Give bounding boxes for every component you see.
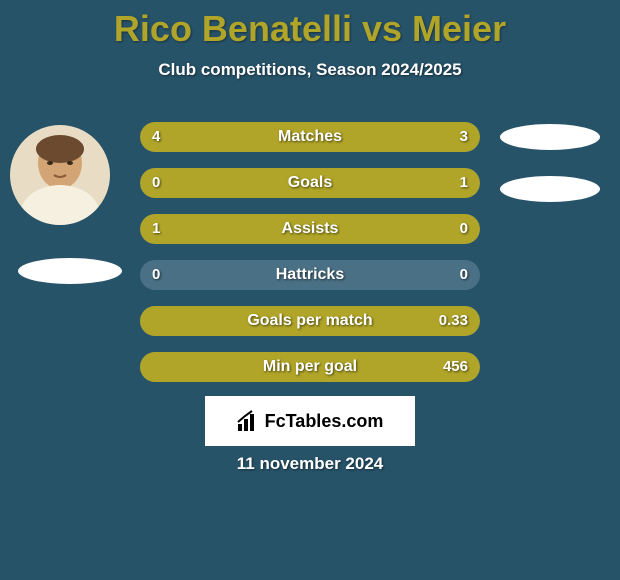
stat-label: Hattricks <box>140 260 480 290</box>
stat-value-right: 456 <box>443 352 468 382</box>
logo-text: FcTables.com <box>265 411 384 432</box>
avatar-placeholder-icon <box>10 125 110 225</box>
player-left-shadow <box>18 258 122 284</box>
player-right-shadow-2 <box>500 176 600 202</box>
stat-row: Hattricks0 0 <box>140 260 480 290</box>
stat-value-left: 1 <box>152 214 160 244</box>
date-text: 11 november 2024 <box>0 454 620 474</box>
stat-row: Min per goal456 <box>140 352 480 382</box>
chart-icon <box>237 410 259 432</box>
stat-label: Goals per match <box>140 306 480 336</box>
stat-label: Goals <box>140 168 480 198</box>
stat-row: Matches4 3 <box>140 122 480 152</box>
stat-value-left: 0 <box>152 168 160 198</box>
stat-value-right: 1 <box>460 168 468 198</box>
subtitle: Club competitions, Season 2024/2025 <box>0 60 620 80</box>
stat-label: Min per goal <box>140 352 480 382</box>
stat-label: Matches <box>140 122 480 152</box>
player-left-avatar <box>10 125 110 225</box>
player-right-shadow-1 <box>500 124 600 150</box>
stat-value-right: 0.33 <box>439 306 468 336</box>
stat-label: Assists <box>140 214 480 244</box>
stat-row: Assists1 0 <box>140 214 480 244</box>
stat-value-right: 0 <box>460 214 468 244</box>
page-title: Rico Benatelli vs Meier <box>0 0 620 50</box>
stat-value-right: 0 <box>460 260 468 290</box>
comparison-card: Rico Benatelli vs Meier Club competition… <box>0 0 620 580</box>
stat-value-left: 4 <box>152 122 160 152</box>
fctables-logo[interactable]: FcTables.com <box>205 396 415 446</box>
stat-row: Goals per match0.33 <box>140 306 480 336</box>
stat-row: Goals0 1 <box>140 168 480 198</box>
stat-value-right: 3 <box>460 122 468 152</box>
stats-bars: Matches43Goals01Assists10Hattricks00Goal… <box>140 122 480 398</box>
stat-value-left: 0 <box>152 260 160 290</box>
